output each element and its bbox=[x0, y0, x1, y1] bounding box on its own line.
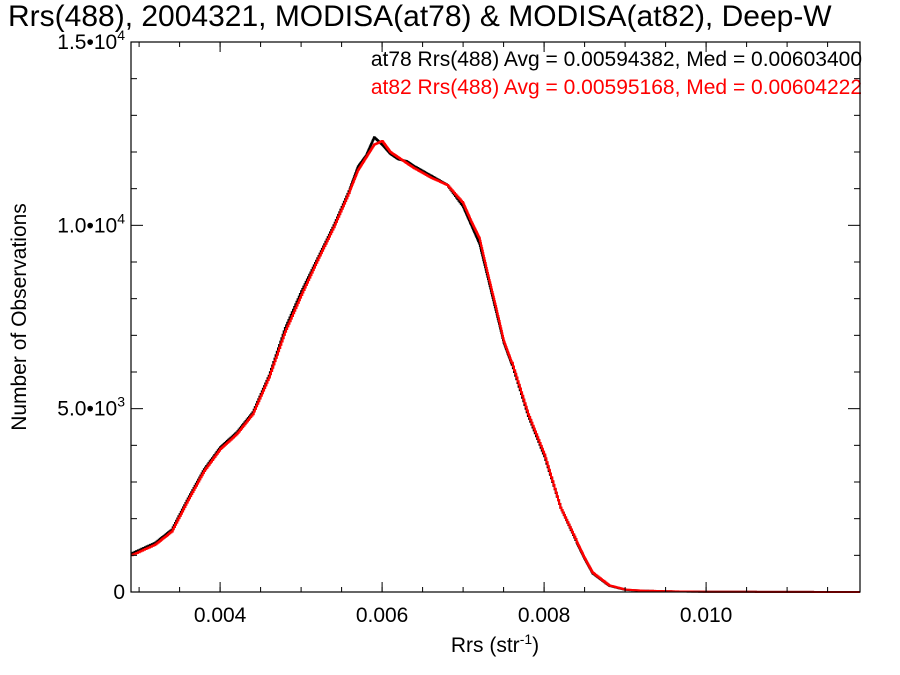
y-tick-label: 0 bbox=[113, 581, 125, 604]
series-layer bbox=[131, 136, 860, 593]
y-axis-title: Number of Observations bbox=[8, 203, 31, 431]
x-tick-label: 0.004 bbox=[194, 604, 247, 627]
x-tick-label: 0.008 bbox=[518, 604, 571, 627]
legend-entry-at78: at78 Rrs(488) Avg = 0.00594382, Med = 0.… bbox=[370, 48, 862, 71]
chart-title: Rrs(488), 2004321, MODISA(at78) & MODISA… bbox=[8, 0, 832, 33]
ticks-layer: 0.004 0.006 0.008 0.010 0 5.0•103 1.0•104 1.5•1… bbox=[57, 27, 860, 627]
x-axis-title: Rrs (str-1) bbox=[451, 631, 539, 657]
series-line-at82 bbox=[131, 140, 860, 593]
x-tick-label: 0.006 bbox=[356, 604, 409, 627]
y-tick-label: 1.5•104 bbox=[57, 27, 125, 54]
x-tick-label: 0.010 bbox=[680, 604, 733, 627]
y-tick-label: 5.0•103 bbox=[57, 394, 125, 421]
series-line-at78 bbox=[131, 136, 860, 593]
y-tick-label: 1.0•104 bbox=[57, 210, 125, 237]
legend-entry-at82: at82 Rrs(488) Avg = 0.00595168, Med = 0.… bbox=[370, 76, 862, 99]
plot-frame bbox=[130, 41, 861, 593]
